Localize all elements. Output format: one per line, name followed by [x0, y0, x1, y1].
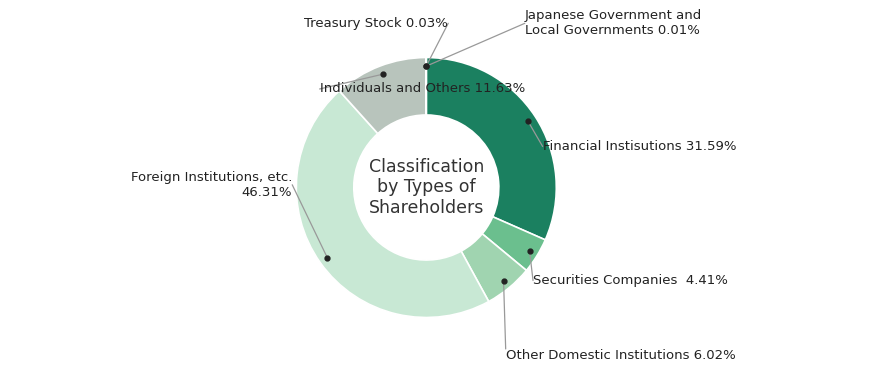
Wedge shape [297, 91, 488, 318]
Text: Financial Instisutions 31.59%: Financial Instisutions 31.59% [543, 140, 737, 153]
Text: Individuals and Others 11.63%: Individuals and Others 11.63% [319, 82, 524, 96]
Text: Other Domestic Institutions 6.02%: Other Domestic Institutions 6.02% [506, 349, 736, 362]
Wedge shape [427, 57, 556, 240]
Text: Securities Companies  4.41%: Securities Companies 4.41% [533, 274, 728, 287]
Wedge shape [340, 57, 426, 134]
Text: Foreign Institutions, etc.
46.31%: Foreign Institutions, etc. 46.31% [131, 171, 292, 199]
Text: Classification
by Types of
Shareholders: Classification by Types of Shareholders [369, 158, 484, 217]
Wedge shape [461, 234, 526, 302]
Text: Japanese Government and
Local Governments 0.01%: Japanese Government and Local Government… [524, 9, 702, 37]
Text: Treasury Stock 0.03%: Treasury Stock 0.03% [304, 17, 448, 30]
Wedge shape [482, 217, 546, 270]
